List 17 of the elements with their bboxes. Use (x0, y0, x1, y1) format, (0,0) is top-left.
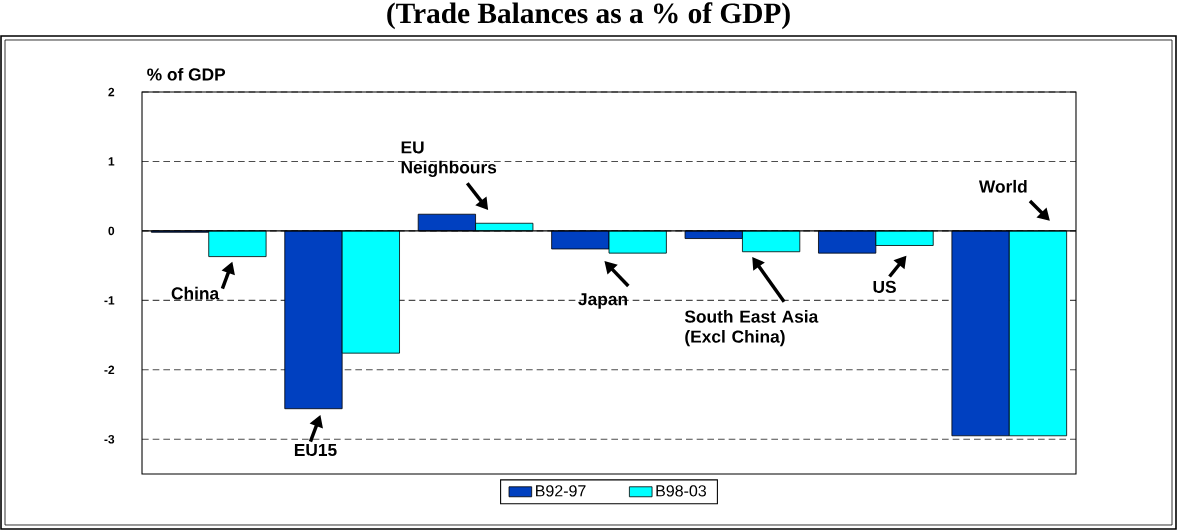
y-tick-label: -3 (104, 435, 115, 444)
x-tick-label: EU15 (294, 443, 337, 457)
y-tick-label: 2 (108, 87, 115, 97)
x-tick-label: EU Neighbours (401, 141, 497, 177)
legend-label: B92-97 (536, 485, 586, 497)
x-tick-label: South East Asia (Excl China) (684, 310, 819, 347)
y-tick-label: 0 (108, 226, 115, 236)
y-tick-label: -1 (104, 296, 115, 305)
x-tick-label: World (978, 179, 1027, 193)
x-tick-label: Japan (578, 293, 627, 309)
y-tick-label: -2 (104, 365, 115, 374)
legend-label: B98-03 (656, 485, 707, 497)
y-tick-label: 1 (108, 157, 115, 166)
y-axis-title: % of GDP (147, 67, 226, 81)
x-tick-label: China (171, 286, 220, 300)
x-tick-label: US (873, 280, 896, 294)
chart-title: (Trade Balances as a % of GDP) (387, 2, 790, 30)
